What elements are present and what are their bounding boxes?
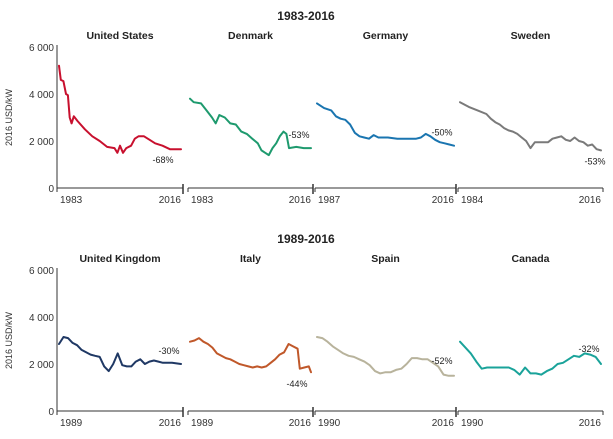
x-tick-label-start: 1983	[60, 195, 83, 206]
group-title: 1989-2016	[277, 232, 335, 246]
change-label: -32%	[578, 344, 599, 354]
y-tick-label: 0	[48, 407, 54, 418]
series-line	[58, 336, 182, 373]
y-tick-label: 4 000	[29, 313, 54, 324]
y-tick-label: 0	[48, 184, 54, 195]
change-label: -44%	[286, 379, 307, 389]
x-tick-label-end: 2016	[159, 195, 182, 206]
panel-title: United Kingdom	[79, 253, 160, 265]
x-tick-label-start: 1983	[191, 195, 214, 206]
x-tick-label-end: 2016	[432, 418, 455, 429]
change-label: -53%	[584, 156, 605, 166]
y-tick-label: 4 000	[29, 90, 54, 101]
series-line	[459, 340, 602, 376]
x-tick-label-end: 2016	[289, 195, 312, 206]
series-line	[316, 102, 455, 147]
x-tick-label-end: 2016	[579, 418, 602, 429]
change-label: -50%	[431, 128, 452, 138]
x-tick-label-end: 2016	[159, 418, 182, 429]
x-tick-label-start: 1990	[318, 418, 341, 429]
panel-title: Italy	[240, 253, 261, 265]
x-tick-label-end: 2016	[432, 195, 455, 206]
group-title: 1983-2016	[277, 9, 335, 23]
panel-title: Germany	[363, 30, 409, 42]
change-label: -68%	[152, 155, 173, 165]
panel-title: Denmark	[228, 30, 273, 42]
change-label: -52%	[431, 356, 452, 366]
y-tick-label: 2 000	[29, 360, 54, 371]
x-tick-label-end: 2016	[579, 195, 602, 206]
series-line	[459, 101, 602, 152]
y-tick-label: 2 000	[29, 137, 54, 148]
panel-title: Spain	[371, 253, 400, 265]
series-line	[316, 336, 455, 377]
x-tick-label-start: 1987	[318, 195, 341, 206]
y-tick-label: 6 000	[29, 266, 54, 277]
y-axis-label: 2016 USD/kW	[4, 88, 14, 146]
change-label: -53%	[288, 130, 309, 140]
series-line	[189, 337, 312, 374]
y-tick-label: 6 000	[29, 43, 54, 54]
panel-title: Sweden	[511, 30, 551, 42]
panel-title: United States	[86, 30, 153, 42]
series-line	[58, 64, 182, 154]
series-line	[189, 97, 312, 157]
y-axis-label: 2016 USD/kW	[4, 311, 14, 369]
panel-title: Canada	[512, 253, 550, 265]
x-tick-label-start: 1984	[461, 195, 484, 206]
x-tick-label-start: 1989	[191, 418, 214, 429]
x-tick-label-start: 1989	[60, 418, 83, 429]
x-tick-label-start: 1990	[461, 418, 484, 429]
x-tick-label-end: 2016	[289, 418, 312, 429]
change-label: -30%	[158, 346, 179, 356]
